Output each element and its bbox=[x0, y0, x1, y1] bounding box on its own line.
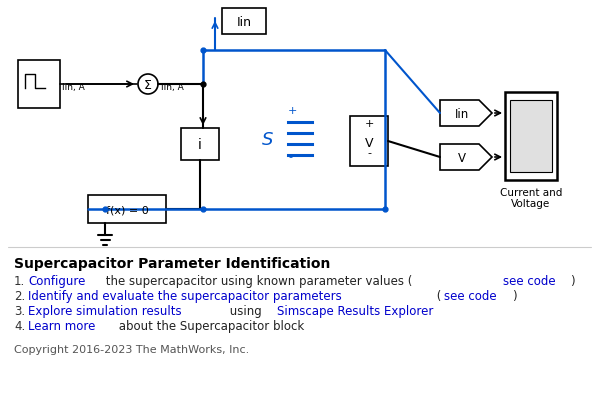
Text: Identify and evaluate the supercapacitor parameters: Identify and evaluate the supercapacitor… bbox=[28, 290, 342, 303]
Bar bbox=[350, 116, 388, 166]
Polygon shape bbox=[440, 144, 492, 170]
Text: Iin, A: Iin, A bbox=[62, 82, 84, 91]
Text: 4.: 4. bbox=[14, 320, 25, 333]
Text: see code: see code bbox=[503, 275, 555, 288]
Text: Iin, A: Iin, A bbox=[161, 82, 184, 91]
Text: Copyright 2016-2023 The MathWorks, Inc.: Copyright 2016-2023 The MathWorks, Inc. bbox=[14, 345, 249, 355]
Text: Simscape Results Explorer: Simscape Results Explorer bbox=[277, 305, 434, 318]
Text: i: i bbox=[198, 138, 202, 152]
Text: Configure: Configure bbox=[28, 275, 86, 288]
Text: Σ: Σ bbox=[144, 78, 152, 91]
Text: -: - bbox=[367, 148, 371, 158]
Bar bbox=[181, 128, 219, 160]
Text: +: + bbox=[364, 119, 374, 129]
Bar bbox=[505, 92, 557, 180]
Text: (: ( bbox=[433, 290, 441, 303]
Text: Iin: Iin bbox=[237, 15, 252, 29]
Text: Iin: Iin bbox=[455, 107, 469, 120]
Polygon shape bbox=[440, 100, 492, 126]
Circle shape bbox=[138, 74, 158, 94]
Bar bbox=[88, 195, 166, 223]
Text: +: + bbox=[288, 106, 297, 116]
Text: the supercapacitor using known parameter values (: the supercapacitor using known parameter… bbox=[102, 275, 412, 288]
Text: using: using bbox=[226, 305, 266, 318]
Text: Explore simulation results: Explore simulation results bbox=[28, 305, 181, 318]
Text: Supercapacitor Parameter Identification: Supercapacitor Parameter Identification bbox=[14, 257, 331, 271]
Text: about the Supercapacitor block: about the Supercapacitor block bbox=[115, 320, 304, 333]
Text: 3.: 3. bbox=[14, 305, 25, 318]
Text: ): ) bbox=[570, 275, 575, 288]
Text: -: - bbox=[288, 152, 292, 162]
Text: see code: see code bbox=[444, 290, 496, 303]
Text: V: V bbox=[458, 152, 466, 164]
Text: V: V bbox=[365, 137, 373, 150]
Text: S: S bbox=[262, 131, 274, 149]
Text: 2.: 2. bbox=[14, 290, 25, 303]
Text: ): ) bbox=[512, 290, 516, 303]
Bar bbox=[222, 8, 266, 34]
Text: f(x) = 0: f(x) = 0 bbox=[105, 205, 149, 215]
Text: Learn more: Learn more bbox=[28, 320, 95, 333]
Bar bbox=[510, 100, 552, 172]
Text: 1.: 1. bbox=[14, 275, 25, 288]
Text: Voltage: Voltage bbox=[512, 199, 550, 209]
Text: Current and: Current and bbox=[500, 188, 562, 198]
Bar bbox=[18, 60, 60, 108]
